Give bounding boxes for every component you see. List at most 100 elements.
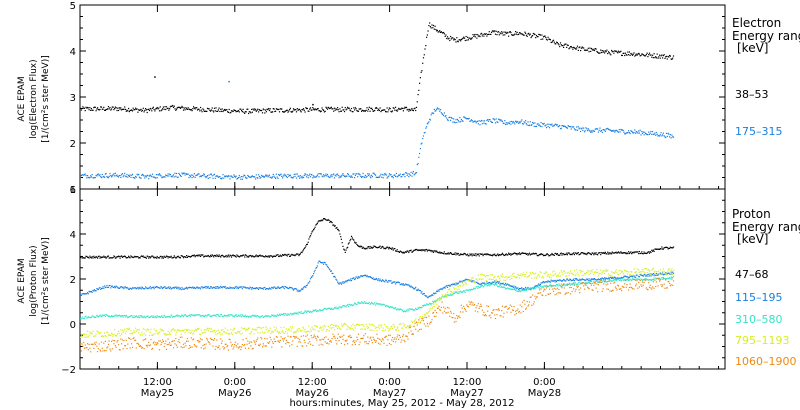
data-point: [472, 277, 474, 279]
data-point: [501, 286, 503, 289]
data-point: [326, 173, 329, 176]
data-point: [149, 344, 151, 346]
data-point: [456, 118, 459, 120]
data-point: [418, 289, 420, 291]
data-point: [586, 278, 588, 280]
data-point: [247, 108, 249, 110]
data-point: [552, 254, 555, 256]
data-point: [189, 108, 191, 110]
data-point: [318, 110, 320, 112]
data-point: [445, 253, 447, 255]
data-point: [339, 282, 341, 284]
data-point: [127, 287, 129, 289]
data-point: [121, 174, 123, 176]
data-point: [85, 333, 87, 335]
data-point: [388, 330, 390, 332]
data-point: [141, 174, 143, 176]
data-point: [449, 294, 451, 296]
data-point: [109, 334, 111, 336]
data-point: [188, 347, 190, 349]
data-point: [433, 28, 435, 30]
data-point: [558, 254, 560, 256]
data-point: [217, 287, 219, 289]
data-point: [195, 314, 197, 316]
data-point: [295, 330, 298, 332]
data-point: [559, 285, 562, 287]
data-point: [467, 289, 469, 291]
data-point: [193, 173, 195, 175]
data-point: [201, 332, 203, 334]
data-point: [272, 314, 274, 316]
data-point: [522, 123, 524, 125]
data-point: [662, 268, 664, 270]
data-point: [197, 108, 199, 110]
data-point: [90, 333, 92, 335]
data-point: [545, 281, 547, 283]
data-point: [165, 316, 168, 318]
data-point: [172, 316, 175, 318]
data-point: [82, 174, 84, 176]
data-point: [393, 325, 395, 327]
data-point: [280, 327, 282, 329]
data-point: [349, 240, 351, 242]
data-point: [285, 254, 287, 256]
data-point: [325, 219, 327, 221]
data-point: [131, 346, 134, 348]
data-point: [374, 174, 377, 176]
data-point: [100, 314, 102, 316]
data-point: [119, 349, 121, 351]
data-point: [280, 313, 282, 315]
data-point: [429, 119, 431, 121]
data-point: [498, 285, 500, 287]
data-point: [157, 174, 159, 176]
data-point: [95, 316, 97, 318]
data-point: [634, 271, 636, 273]
data-point: [151, 110, 153, 112]
data-point: [226, 109, 228, 111]
data-point: [486, 281, 488, 283]
data-point: [149, 257, 151, 259]
data-point: [158, 287, 161, 289]
data-point: [652, 268, 654, 270]
data-point: [434, 25, 436, 27]
data-point: [326, 219, 329, 221]
data-point: [182, 330, 185, 332]
data-point: [227, 254, 229, 256]
data-point: [139, 334, 141, 336]
data-point: [531, 277, 533, 279]
data-point: [88, 177, 90, 179]
data-point: [205, 110, 207, 112]
data-point: [517, 287, 519, 289]
data-point: [313, 310, 315, 312]
data-point: [589, 279, 591, 282]
data-point: [206, 339, 209, 341]
data-point: [356, 323, 358, 325]
data-point: [195, 174, 197, 177]
data-point: [556, 275, 558, 277]
data-point: [553, 254, 555, 256]
data-point: [381, 109, 384, 111]
data-point: [107, 346, 109, 348]
data-point: [556, 281, 558, 283]
data-point: [276, 314, 278, 316]
data-point: [152, 255, 154, 257]
data-point: [477, 254, 479, 256]
data-point: [295, 331, 297, 333]
data-point: [203, 286, 205, 289]
data-point: [190, 314, 192, 316]
data-point: [345, 109, 347, 111]
data-point: [217, 347, 219, 349]
data-point: [410, 325, 412, 328]
data-point: [424, 250, 426, 252]
data-point: [361, 324, 363, 326]
data-point: [244, 254, 247, 256]
data-point: [505, 32, 507, 34]
data-point: [219, 287, 221, 289]
data-point: [510, 123, 512, 125]
data-point: [622, 52, 624, 54]
data-point: [237, 286, 239, 288]
data-point: [422, 305, 425, 307]
data-point: [571, 272, 573, 274]
data-point: [203, 255, 205, 258]
data-point: [616, 130, 618, 132]
